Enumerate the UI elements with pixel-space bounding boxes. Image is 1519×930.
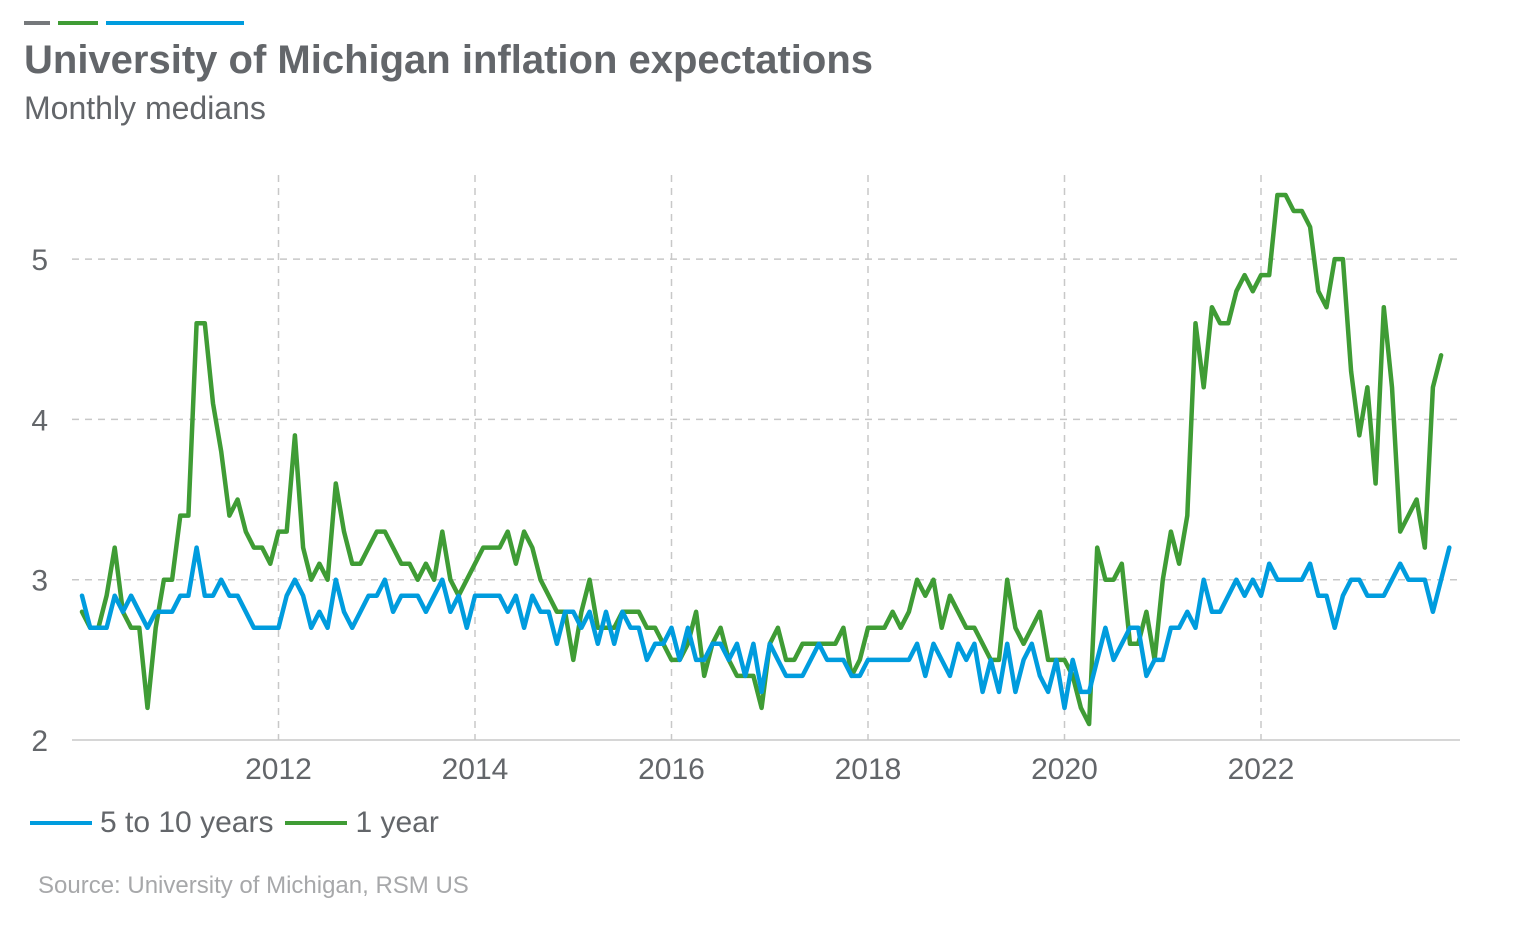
series-line-5-to-10-years bbox=[79, 545, 1452, 711]
axis-labels: 2 3 4 5 2012 2014 2016 2018 2020 2022 bbox=[31, 244, 1294, 786]
series-lines bbox=[79, 192, 1452, 727]
x-tick-label-2018: 2018 bbox=[835, 753, 902, 786]
legend: 5 to 10 years 1 year bbox=[30, 806, 451, 840]
y-tick-label-2: 2 bbox=[31, 725, 48, 758]
x-tick-label-2020: 2020 bbox=[1031, 753, 1098, 786]
legend-swatch-blue bbox=[30, 821, 92, 825]
accent-bar-gray bbox=[24, 21, 50, 25]
accent-bar-blue bbox=[106, 21, 244, 25]
legend-item-1-year: 1 year bbox=[285, 806, 439, 840]
grid-lines bbox=[72, 175, 1460, 741]
chart-title: University of Michigan inflation expecta… bbox=[24, 38, 874, 82]
y-tick-label-5: 5 bbox=[31, 244, 48, 277]
x-tick-label-2014: 2014 bbox=[442, 753, 509, 786]
legend-swatch-green bbox=[285, 821, 348, 825]
series-line-1-year bbox=[79, 192, 1444, 727]
accent-bar-green bbox=[58, 21, 98, 25]
legend-item-5-to-10-years: 5 to 10 years bbox=[30, 806, 273, 840]
x-tick-label-2016: 2016 bbox=[638, 753, 705, 786]
x-tick-label-2012: 2012 bbox=[245, 753, 312, 786]
chart-subtitle: Monthly medians bbox=[24, 90, 266, 126]
source-note: Source: University of Michigan, RSM US bbox=[38, 872, 469, 899]
y-tick-label-3: 3 bbox=[31, 565, 48, 598]
x-tick-label-2022: 2022 bbox=[1228, 753, 1295, 786]
legend-label-5-to-10-years: 5 to 10 years bbox=[100, 806, 274, 839]
y-tick-label-4: 4 bbox=[31, 404, 48, 437]
legend-label-1-year: 1 year bbox=[355, 806, 439, 839]
